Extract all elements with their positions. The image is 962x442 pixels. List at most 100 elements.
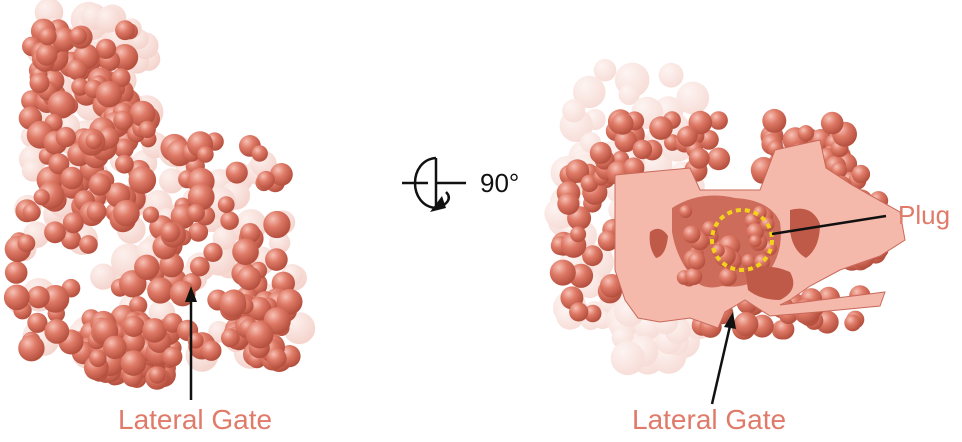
- right-lateral-gate-label: Lateral Gate: [632, 404, 787, 435]
- surface-atom: [122, 315, 145, 338]
- surface-atom: [748, 234, 762, 248]
- surface-atom: [189, 256, 210, 277]
- surface-atom: [188, 222, 209, 242]
- surface-atom: [687, 252, 706, 270]
- cut-hole-bottom: [745, 266, 794, 300]
- surface-atom: [265, 248, 288, 271]
- rotate-90-icon: [402, 156, 466, 212]
- left-lateral-gate-arrow: [185, 286, 197, 400]
- surface-atom: [220, 211, 239, 230]
- surface-atom: [115, 20, 135, 41]
- surface-atom: [734, 312, 759, 337]
- surface-atom: [237, 266, 261, 291]
- surface-atom: [113, 110, 134, 131]
- left-lateral-gate-label: Lateral Gate: [118, 404, 273, 435]
- surface-atom: [203, 242, 223, 262]
- surface-atom: [245, 320, 274, 349]
- surface-atom: [187, 183, 215, 211]
- surface-atom: [95, 38, 117, 59]
- right-lateral-gate-arrow: [710, 312, 736, 405]
- surface-atom: [129, 296, 148, 315]
- surface-atom: [266, 348, 287, 369]
- surface-atom: [138, 120, 156, 139]
- plug-pointer-line: [771, 214, 887, 236]
- surface-atom: [79, 235, 98, 254]
- surface-atom: [610, 341, 645, 376]
- surface-atom: [709, 111, 728, 130]
- surface-atom: [276, 288, 303, 315]
- surface-atom: [29, 73, 50, 94]
- surface-atom: [718, 268, 737, 287]
- left-protein-surface: [3, 0, 316, 390]
- plug-label: Plug: [898, 200, 951, 230]
- surface-atom: [27, 286, 50, 309]
- surface-atom: [47, 90, 76, 119]
- surface-atom: [186, 203, 205, 223]
- surface-atom: [711, 243, 725, 258]
- surface-atom: [121, 330, 145, 354]
- surface-atom: [212, 226, 237, 250]
- surface-atom: [232, 238, 259, 265]
- surface-atom: [707, 147, 731, 171]
- surface-atom: [142, 206, 160, 223]
- surface-atom: [35, 43, 58, 66]
- surface-atom: [90, 263, 117, 290]
- surface-atom: [797, 125, 815, 142]
- surface-atom: [270, 163, 293, 186]
- surface-atom: [160, 222, 181, 243]
- surface-atom: [256, 170, 275, 189]
- surface-atom: [17, 234, 36, 253]
- surface-atom: [844, 314, 862, 332]
- surface-atom: [583, 304, 602, 323]
- surface-atom: [71, 78, 89, 96]
- surface-atom: [115, 154, 134, 174]
- surface-atom: [113, 199, 140, 227]
- surface-atom: [41, 285, 70, 313]
- cut-hole-right: [790, 208, 820, 258]
- surface-atom: [570, 226, 587, 243]
- surface-atom: [22, 203, 41, 222]
- surface-atom: [69, 27, 88, 45]
- surface-atom: [88, 173, 112, 196]
- surface-atom: [851, 164, 871, 184]
- surface-atom: [572, 75, 606, 109]
- surface-atom: [762, 108, 787, 133]
- surface-atom: [27, 312, 48, 333]
- surface-atom: [688, 147, 710, 169]
- surface-atom: [611, 112, 634, 135]
- surface-atom: [86, 201, 107, 222]
- surface-atom: [597, 230, 619, 251]
- surface-atom: [562, 99, 586, 123]
- surface-atom: [240, 223, 261, 244]
- surface-atom: [61, 229, 81, 250]
- surface-atom: [95, 81, 123, 108]
- surface-atom: [685, 267, 703, 286]
- surface-atom: [565, 159, 590, 183]
- surface-atom: [682, 225, 701, 244]
- surface-atom: [589, 141, 612, 164]
- rotation-angle-label: 90°: [480, 168, 520, 198]
- surface-atom: [225, 161, 248, 184]
- surface-atom: [128, 166, 157, 194]
- surface-atom: [38, 27, 57, 46]
- surface-atom: [3, 284, 30, 311]
- surface-atom: [148, 366, 166, 384]
- surface-atom: [549, 259, 576, 286]
- right-protein-surface: [544, 58, 906, 376]
- surface-atom: [159, 168, 185, 194]
- surface-atom: [142, 318, 167, 343]
- surface-atom: [95, 6, 122, 33]
- surface-atom: [582, 245, 603, 267]
- surface-atom: [147, 277, 174, 304]
- surface-atom: [4, 261, 28, 284]
- surface-atom: [746, 223, 764, 241]
- surface-atom: [111, 68, 131, 88]
- surface-atom: [197, 146, 214, 163]
- surface-atom: [44, 319, 70, 344]
- surface-atom: [677, 126, 698, 147]
- surface-atom: [33, 189, 50, 206]
- surface-atom: [569, 302, 589, 322]
- surface-atom: [774, 319, 795, 340]
- surface-atom: [679, 205, 693, 218]
